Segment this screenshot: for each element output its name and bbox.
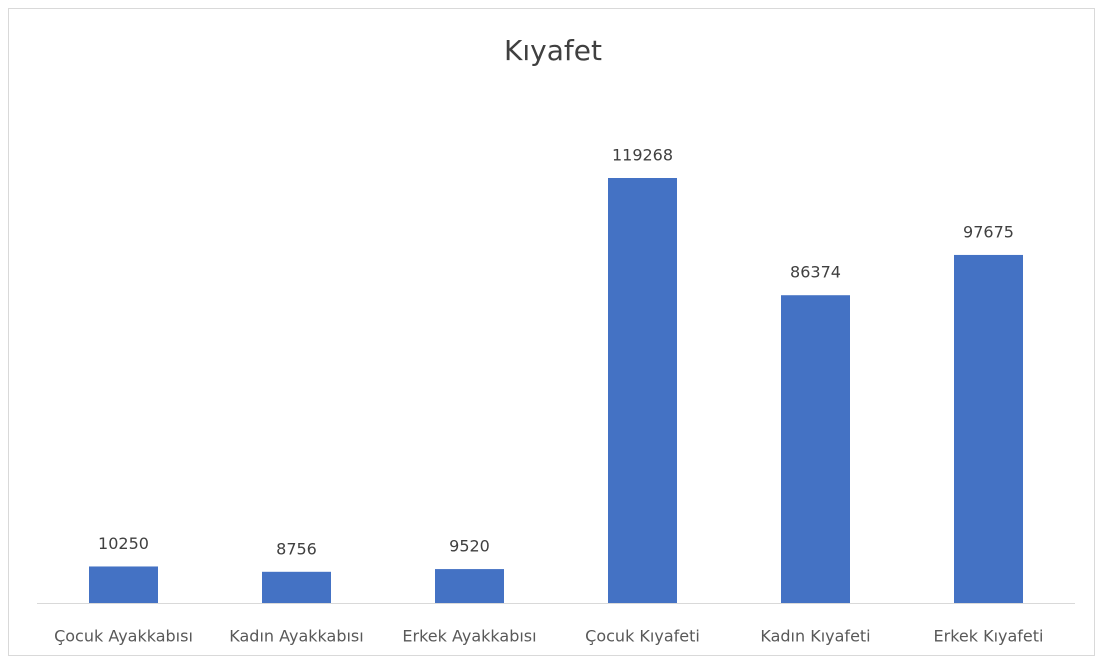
data-label: 10250 — [98, 534, 149, 553]
bar — [954, 254, 1023, 603]
x-tick-label: Erkek Kıyafeti — [934, 627, 1044, 646]
bar — [262, 571, 331, 603]
bar — [435, 569, 504, 603]
bar — [781, 295, 850, 603]
data-label: 9520 — [449, 537, 490, 556]
data-label: 97675 — [963, 222, 1014, 241]
bar — [608, 178, 677, 603]
data-label: 119268 — [612, 146, 673, 165]
x-tick-label: Çocuk Ayakkabısı — [54, 627, 193, 646]
chart-border — [8, 8, 1095, 656]
data-label: 86374 — [790, 263, 841, 282]
chart-title: Kıyafet — [504, 34, 602, 67]
x-tick-label: Erkek Ayakkabısı — [402, 627, 536, 646]
data-label: 8756 — [276, 539, 317, 558]
x-tick-label: Çocuk Kıyafeti — [585, 627, 700, 646]
x-tick-label: Kadın Kıyafeti — [760, 627, 870, 646]
x-tick-label: Kadın Ayakkabısı — [229, 627, 363, 646]
bar — [89, 566, 158, 603]
